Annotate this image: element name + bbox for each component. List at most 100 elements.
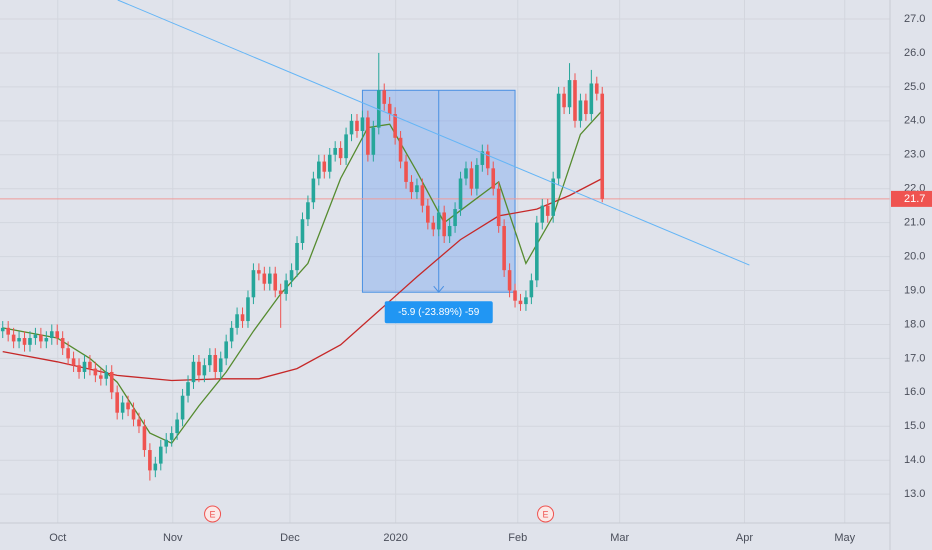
candle-body [109,371,114,393]
y-tick-label: 21.0 [904,217,925,229]
y-tick-label: 23.0 [904,149,925,161]
candle-body [93,368,98,376]
candle-body [540,205,545,223]
candle-body [115,392,119,413]
y-tick-label: 26.0 [904,47,925,59]
y-tick-label: 15.0 [904,420,925,432]
candle-body [104,371,109,379]
candle-body [475,164,479,189]
candle-body [148,450,152,471]
candle-body [131,409,136,420]
candle-body [349,120,354,135]
candle-body [88,361,92,369]
moving-average-line [2,177,603,382]
candle-body [420,185,425,206]
candle-body [344,134,348,159]
y-tick-label: 17.0 [904,352,925,364]
x-tick-label: Nov [163,532,183,544]
candle-body [0,327,5,332]
y-tick-label: 18.0 [904,318,925,330]
candle-body [126,402,130,410]
candle-body [496,188,501,227]
candle-body [289,270,294,281]
candle-body [524,297,528,305]
x-tick-label: Mar [610,532,629,544]
x-tick-label: Oct [49,532,66,544]
event-marker [204,505,222,523]
candle-body [218,358,223,372]
y-tick-label: 27.0 [904,13,925,25]
x-tick-label: Dec [280,532,300,544]
candle-body [267,273,272,284]
candle-body [415,185,419,193]
candle-body [366,117,370,155]
candle-body [491,168,496,189]
candle-body [594,83,599,94]
candle-body [39,334,43,342]
candle-body [464,168,468,179]
candle-body [295,243,299,271]
event-marker [537,505,555,523]
candle-body [142,426,147,451]
candle-body [22,338,27,345]
candle-body [208,355,212,366]
candle-body [485,151,490,169]
candle-body [257,270,261,274]
candle-body [202,365,207,376]
y-tick-label: 19.0 [904,284,925,296]
event-label: E [543,509,549,519]
candle-body [317,161,321,179]
candle-body [513,290,517,301]
candle-body [442,212,446,237]
candle-body [404,161,408,182]
candle-body [578,100,583,121]
y-tick-label: 20.0 [904,250,925,262]
candle-body [175,419,179,434]
plot-area: -5.9 (-23.89%) -59 E E [0,0,890,523]
candle-body [164,439,169,447]
y-tick-label: 14.0 [904,454,925,466]
candle-body [251,270,256,298]
candle-body [453,209,457,227]
candle-body [507,270,512,291]
candle-body [338,147,343,159]
candle-body [137,419,141,427]
candle-body [235,314,239,328]
grid [0,0,890,523]
candle-body [447,226,452,237]
candle-body [426,205,430,223]
candle-body [191,361,196,383]
candle-body [518,300,523,305]
candle-body [77,365,81,372]
candle-body [545,205,550,216]
last-price-label: 21.7 [904,193,925,205]
candle-body [311,178,316,203]
candle-body [327,154,332,172]
trend-line [117,0,750,266]
candle-body [556,93,561,179]
candle-body [60,338,65,349]
candle-body [382,90,387,104]
candle-body [213,355,218,372]
candle-body [584,100,588,115]
candle-body [458,178,463,210]
candle-body [333,147,337,155]
candle-body [66,348,70,359]
candle-body [573,80,577,121]
candle-body [49,331,54,339]
candle-body [360,117,365,132]
y-tick-label: 25.0 [904,81,925,93]
candle-body [71,358,76,366]
candle-body [153,463,158,471]
candle-body [502,226,506,271]
candle-body [17,338,21,342]
candle-body [436,212,441,230]
candle-body [551,178,555,216]
candle-body [480,151,485,165]
x-tick-label: Apr [736,532,753,544]
candle-body [262,273,267,284]
measure-label-box [384,301,493,324]
